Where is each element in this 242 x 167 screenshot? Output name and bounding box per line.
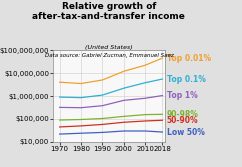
Text: Relative growth of
after-tax-and-transfer income: Relative growth of after-tax-and-transfe… (32, 2, 185, 21)
Text: 50-90%: 50-90% (166, 116, 198, 125)
Text: Data source: Gabriel Zucman, Emmanuel Saez: Data source: Gabriel Zucman, Emmanuel Sa… (45, 53, 173, 58)
Text: 90-98%: 90-98% (166, 110, 198, 119)
Text: Low 50%: Low 50% (166, 128, 204, 137)
Text: Top 1%: Top 1% (166, 91, 197, 100)
Text: Top 0.01%: Top 0.01% (166, 54, 211, 63)
Text: (United States): (United States) (85, 45, 133, 50)
Text: Top 0.1%: Top 0.1% (166, 74, 205, 84)
